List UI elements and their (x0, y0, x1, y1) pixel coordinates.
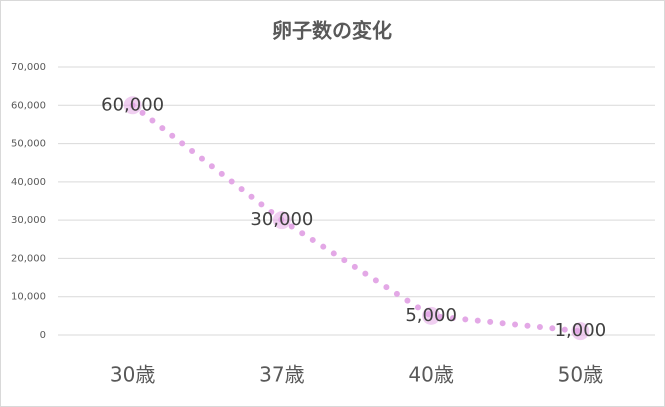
data-label: 30,000 (250, 209, 313, 230)
y-tick-label: 50,000 (11, 139, 46, 150)
series-line (129, 102, 584, 335)
point-marker (571, 322, 590, 341)
y-tick-label: 40,000 (11, 177, 46, 188)
point-marker (272, 211, 291, 230)
x-tick-label: 37歳 (259, 363, 304, 387)
y-tick-label: 70,000 (11, 62, 46, 73)
y-tick-label: 30,000 (11, 215, 46, 226)
y-tick-label: 10,000 (11, 292, 46, 303)
point-marker (422, 306, 441, 325)
y-tick-label: 60,000 (11, 100, 46, 111)
x-tick-label: 30歳 (110, 363, 155, 387)
point-marker (123, 96, 142, 115)
x-tick-label: 40歳 (408, 363, 453, 387)
x-tick-label: 50歳 (558, 363, 603, 387)
data-label: 60,000 (101, 94, 164, 115)
chart-title: 卵子数の変化 (272, 19, 392, 43)
data-label: 1,000 (555, 320, 607, 341)
y-tick-label: 20,000 (11, 253, 46, 264)
y-tick-label: 0 (40, 330, 46, 341)
data-label: 5,000 (405, 305, 457, 326)
